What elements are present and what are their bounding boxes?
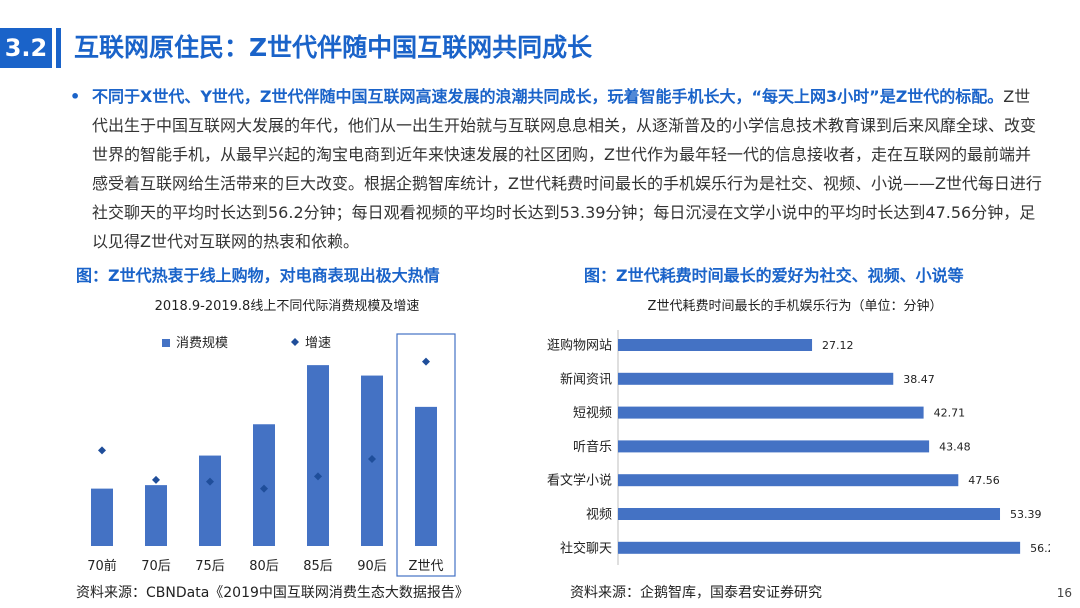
right-chart-title: Z世代耗费时间最长的手机娱乐行为（单位：分钟） xyxy=(647,299,943,314)
legend-label-bars: 消费规模 xyxy=(176,336,228,351)
bar-3 xyxy=(199,455,221,546)
growth-marker-1 xyxy=(98,446,106,455)
hbar-2 xyxy=(618,372,894,385)
right-chart: 逛购物网站 27.12 新闻资讯 38.47 短视频 42.71 听音乐 43.48 看文学小说… xyxy=(547,330,1050,565)
category-label-6: 视频 xyxy=(586,508,612,523)
value-label-1: 27.12 xyxy=(822,339,854,352)
category-label-3: 短视频 xyxy=(573,406,612,421)
category-label-2: 新闻资讯 xyxy=(560,371,612,387)
paragraph-highlight: 不同于X世代、Y世代，Z世代伴随中国互联网高速发展的浪潮共同成长，玩着智能手机长… xyxy=(92,87,1004,106)
growth-marker-4 xyxy=(260,484,268,493)
legend-label-growth: 增速 xyxy=(305,336,331,351)
value-label-3: 42.71 xyxy=(934,407,966,420)
value-label-6: 53.39 xyxy=(1010,508,1042,521)
right-figure-caption: 图：Z世代耗费时间最长的爱好为社交、视频、小说等 xyxy=(584,266,964,285)
hbar-3 xyxy=(618,406,924,419)
growth-marker-6 xyxy=(368,455,376,464)
value-label-7: 56.2 xyxy=(1030,542,1050,555)
left-figure-caption: 图：Z世代热衷于线上购物，对电商表现出极大热情 xyxy=(76,266,440,285)
hbar-7 xyxy=(618,541,1021,554)
intro-paragraph: • 不同于X世代、Y世代，Z世代伴随中国互联网高速发展的浪潮共同成长，玩着智能手… xyxy=(70,82,1042,256)
left-chart: 消费规模 增速 70前 70后 75后 80后 85后 90后 Z世代 xyxy=(87,333,456,577)
page-title: 互联网原住民：Z世代伴随中国互联网共同成长 xyxy=(74,33,593,62)
value-label-2: 38.47 xyxy=(903,373,935,386)
bar-1 xyxy=(91,488,113,546)
bullet-icon: • xyxy=(70,87,81,106)
growth-marker-3 xyxy=(206,477,214,486)
hbar-1 xyxy=(618,339,813,351)
category-label-5: 看文学小说 xyxy=(547,473,612,489)
right-figure-source: 资料来源：企鹅智库，国泰君安证券研究 xyxy=(570,585,822,601)
highlight-box xyxy=(396,333,456,577)
legend-swatch-bars xyxy=(162,339,170,347)
bar-2 xyxy=(145,485,167,546)
title-divider xyxy=(56,28,61,68)
paragraph-body: Z世代出生于中国互联网大发展的年代，他们从一出生开始就与互联网息息相关，从逐渐普… xyxy=(92,87,1042,251)
bar-7 xyxy=(415,406,437,546)
x-tick-label-4: 80后 xyxy=(249,559,279,574)
growth-marker-2 xyxy=(152,475,160,484)
x-tick-label-7: Z世代 xyxy=(409,559,444,574)
x-tick-label-2: 70后 xyxy=(141,559,171,574)
paragraph-text: 不同于X世代、Y世代，Z世代伴随中国互联网高速发展的浪潮共同成长，玩着智能手机长… xyxy=(92,82,1042,256)
page-number: 16 xyxy=(1056,586,1072,600)
growth-marker-5 xyxy=(314,472,322,481)
left-figure-source: 资料来源：CBNData《2019中国互联网消费生态大数据报告》 xyxy=(76,585,469,601)
value-label-4: 43.48 xyxy=(939,440,971,453)
x-tick-label-3: 75后 xyxy=(195,559,225,574)
left-chart-title: 2018.9-2019.8线上不同代际消费规模及增速 xyxy=(154,299,420,314)
hbar-5 xyxy=(618,474,959,487)
hbar-4 xyxy=(618,440,930,453)
growth-marker-7 xyxy=(422,357,430,366)
x-tick-label-5: 85后 xyxy=(303,559,333,574)
x-tick-label-6: 90后 xyxy=(357,559,387,574)
category-label-1: 逛购物网站 xyxy=(547,338,612,354)
x-tick-label-1: 70前 xyxy=(87,558,117,574)
hbar-6 xyxy=(618,508,1001,520)
value-label-5: 47.56 xyxy=(968,474,1000,487)
category-label-7: 社交聊天 xyxy=(560,540,612,556)
category-label-4: 听音乐 xyxy=(573,439,612,455)
section-number: 3.2 xyxy=(0,28,52,68)
legend-marker-growth xyxy=(291,338,299,346)
bar-5 xyxy=(307,365,329,546)
